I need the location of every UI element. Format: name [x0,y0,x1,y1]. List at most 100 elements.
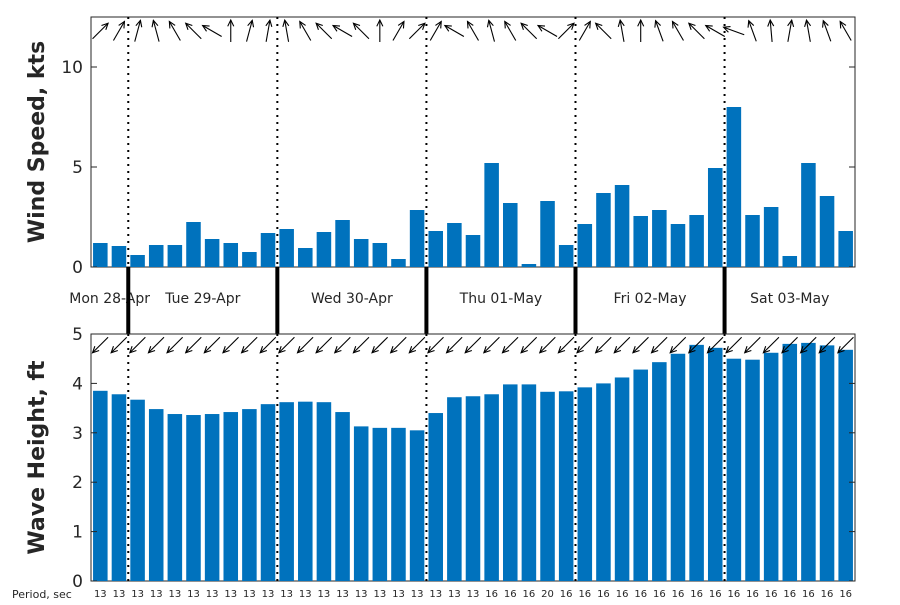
period-value: 16 [765,589,778,600]
period-value: 16 [597,589,610,600]
direction-arrow-icon [246,19,255,42]
bar [447,397,462,581]
bar [428,413,443,581]
bar [838,349,853,581]
direction-arrow-icon [168,20,181,41]
bar [447,223,462,267]
direction-arrow-icon [92,22,109,40]
bar [558,245,574,267]
bar [298,401,313,581]
bar [335,412,350,581]
period-value: 13 [262,589,275,600]
direction-arrow-icon [837,336,854,354]
bar [801,163,816,267]
direction-arrow-icon [112,20,126,41]
bar [130,399,145,581]
bar [707,168,723,267]
direction-arrow-icon [296,336,314,354]
direction-arrow-icon [203,336,221,354]
bar [223,412,239,581]
direction-arrow-icon [743,336,761,354]
direction-arrow-icon [443,24,465,37]
bar [93,390,108,581]
bar [186,415,201,581]
direction-arrow-icon [671,20,684,41]
bar [223,243,239,267]
bar [540,391,555,581]
y-tick-label: 2 [72,473,83,493]
direction-arrow-icon [669,336,687,354]
direction-arrow-icon [134,19,143,42]
y-tick-label: 5 [72,158,83,178]
period-value: 16 [802,589,815,600]
direction-arrow-icon [725,336,743,354]
bar [838,231,853,267]
day-label: Fri 02-May [614,291,687,307]
direction-arrow-icon [464,336,482,354]
period-value: 16 [690,589,703,600]
direction-arrow-icon [762,336,780,354]
bar [521,384,537,581]
period-row: Period, sec 13 13 13 13 13 13 13 13 13 13 13 13 13 13 1… [12,588,852,601]
bar [745,359,760,581]
bar [540,201,555,267]
direction-arrow-icon [184,22,202,40]
bar [409,210,425,267]
direction-arrow-icon [704,24,726,37]
wind-speed-panel: 0 5 10 Wind Speed, kts [25,16,856,278]
bar [726,358,742,581]
period-value: 16 [578,589,591,600]
bar [596,193,611,267]
direction-arrow-icon [371,336,388,354]
bar [465,235,481,267]
direction-arrow-icon [201,24,222,37]
bar [93,243,108,267]
period-value: 16 [783,589,796,600]
bar [372,427,388,581]
direction-arrow-icon [558,22,575,40]
bar [242,409,257,581]
bar [819,196,835,267]
period-value: 13 [467,589,480,600]
direction-arrow-icon [799,336,817,354]
bar [596,383,611,581]
wave-height-panel: 0 1 2 3 4 5 Wave Height, ft [25,325,856,592]
direction-arrow-icon [687,336,705,354]
bar [782,256,798,267]
direction-arrow-icon [839,20,852,41]
direction-arrow-icon [578,20,591,41]
day-label: Thu 01-May [459,291,543,307]
bar [745,215,760,267]
bar [503,203,518,267]
direction-arrow-icon [818,336,836,354]
period-value: 13 [448,589,461,600]
direction-arrow-icon [222,336,239,354]
day-label: Tue 29-Apr [164,291,240,307]
direction-arrow-icon [166,336,184,354]
bar [484,394,499,581]
direction-arrow-icon [637,18,645,42]
period-value: 16 [821,589,834,600]
day-labels-band: Mon 28-Apr Tue 29-Apr Wed 30-Apr Thu 01-May… [69,267,829,334]
bar [689,215,704,267]
bar [577,224,593,267]
direction-arrow-icon [408,22,426,40]
bar [335,220,350,267]
period-value: 16 [523,589,536,600]
direction-arrow-icon [722,25,745,36]
y-tick-label: 0 [72,572,83,592]
bar [372,243,388,267]
bar [484,163,499,267]
direction-arrow-icon [128,336,146,354]
direction-arrow-icon [650,336,668,354]
direction-arrow-icon [822,19,832,42]
bar [652,210,667,267]
bar [763,352,779,581]
bar [353,239,369,267]
bar [726,107,742,267]
period-value: 13 [224,589,237,600]
direction-arrow-icon [617,18,625,42]
direction-arrow-icon [184,336,202,354]
